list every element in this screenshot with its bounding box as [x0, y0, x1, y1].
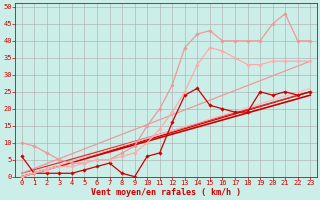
X-axis label: Vent moyen/en rafales ( km/h ): Vent moyen/en rafales ( km/h ) [91, 188, 241, 197]
